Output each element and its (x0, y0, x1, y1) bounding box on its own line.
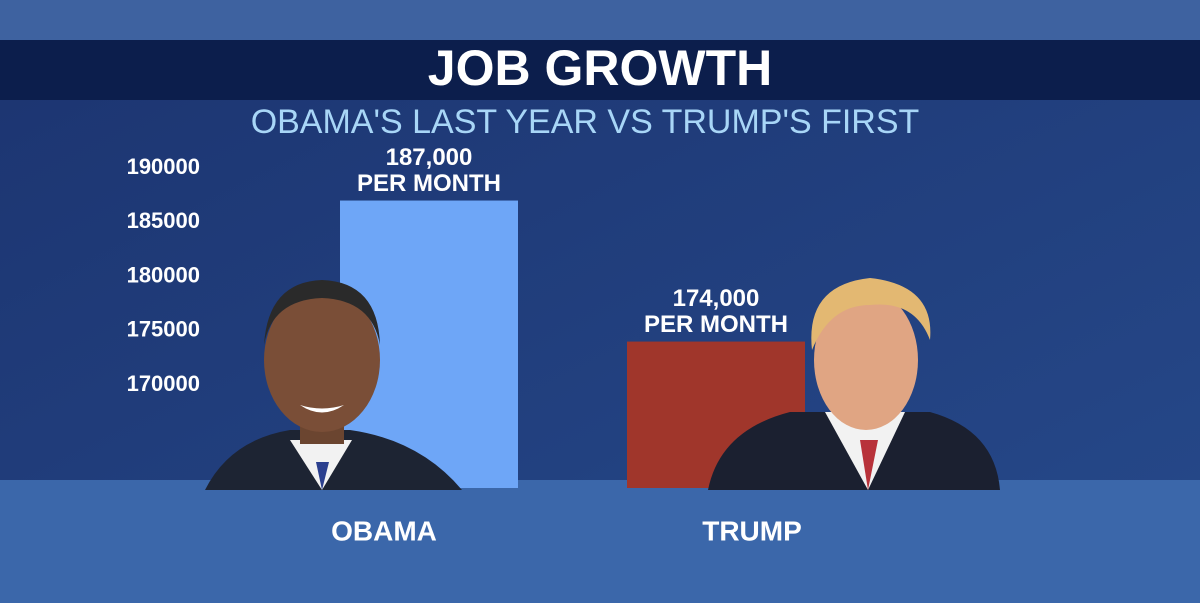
y-tick-label: 180000 (127, 262, 200, 287)
value-label: 187,000 (386, 144, 473, 171)
value-label: PER MONTH (357, 170, 501, 197)
chart-title: JOB GROWTH (428, 40, 772, 96)
x-tick-label: OBAMA (331, 515, 437, 546)
y-tick-label: 190000 (127, 154, 200, 179)
y-tick-label: 175000 (127, 317, 200, 342)
chart-subtitle: OBAMA'S LAST YEAR VS TRUMP'S FIRST (251, 103, 920, 141)
obama-photo (205, 280, 462, 490)
y-tick-label: 170000 (127, 371, 200, 396)
trump-photo (708, 278, 1000, 490)
x-tick-label: TRUMP (702, 515, 802, 546)
floor (0, 480, 1200, 603)
top-strip (0, 0, 1200, 40)
value-label: 174,000 (673, 285, 760, 312)
y-tick-label: 185000 (127, 208, 200, 233)
value-label: PER MONTH (644, 311, 788, 338)
title-band (0, 40, 1200, 100)
